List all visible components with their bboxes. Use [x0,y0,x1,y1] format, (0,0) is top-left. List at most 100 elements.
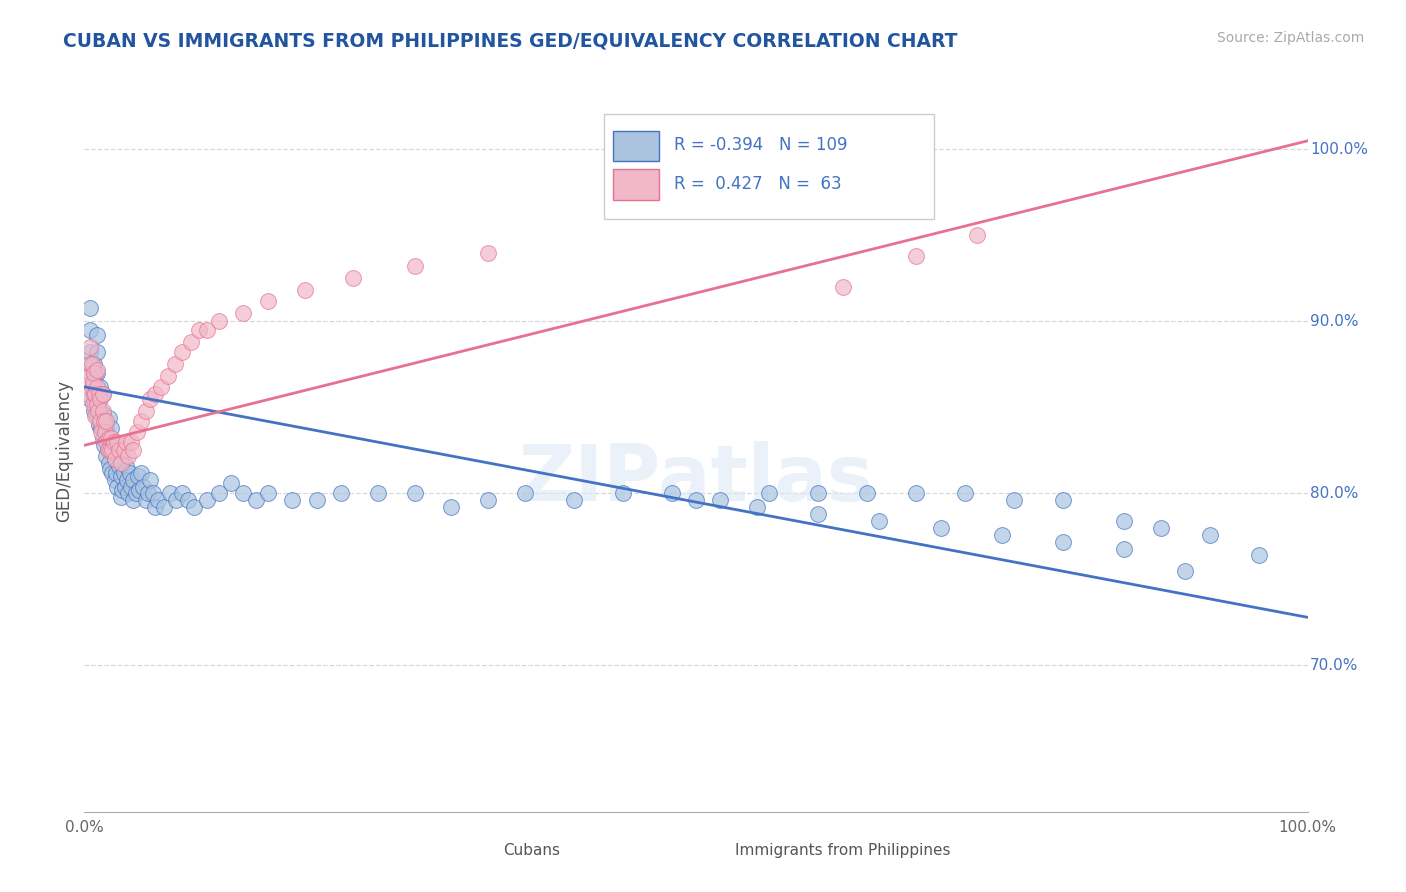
Point [163,358,186,372]
Point [101,443,124,458]
Point [342,271,364,285]
Point [305,493,328,508]
Text: 80.0%: 80.0% [1310,486,1358,501]
Point [180,334,202,349]
Bar [702,843,728,861]
Point [100,432,122,446]
Point [219,476,242,491]
Point [97,434,120,449]
Point [1052,534,1074,549]
Point [104,473,127,487]
Point [104,452,127,467]
Point [97,455,120,469]
Point [93,414,115,428]
Point [84,409,107,423]
Point [807,507,830,521]
Point [404,486,426,500]
Point [281,493,304,508]
Point [367,486,389,500]
Point [86,366,108,380]
Point [120,479,142,493]
Point [513,486,536,500]
Point [104,452,127,467]
Point [122,443,145,458]
Point [97,443,120,458]
Point [101,466,124,480]
Point [86,380,108,394]
Point [195,323,218,337]
Point [135,493,157,508]
Point [86,386,108,401]
Point [86,397,108,411]
Point [89,392,111,406]
Point [612,486,634,500]
Point [93,438,115,452]
Bar [470,843,496,861]
Point [112,466,135,480]
Point [115,458,138,473]
Bar [613,169,659,200]
Point [709,493,731,508]
Point [83,358,105,372]
Point [117,449,139,463]
Point [91,404,114,418]
Point [807,486,830,500]
Point [97,432,120,446]
Point [86,362,108,376]
Point [125,425,148,439]
Point [929,521,952,535]
Point [84,386,107,401]
Point [96,449,118,463]
Point [477,245,499,260]
Point [127,469,149,483]
Point [232,306,254,320]
Point [84,369,107,384]
Point [110,490,132,504]
Point [86,409,108,423]
Point [79,340,101,354]
Point [82,397,104,411]
Point [87,417,110,432]
Point [1150,521,1173,535]
Point [245,493,267,508]
Point [747,500,769,515]
Point [91,432,114,446]
Point [1198,527,1220,541]
Point [91,386,114,401]
Point [82,375,104,389]
Point [83,380,105,394]
Point [153,500,176,515]
Point [97,410,120,425]
Point [97,442,120,456]
Point [98,443,121,458]
Point [294,284,316,298]
Point [1114,541,1136,556]
Point [83,366,105,380]
Point [685,493,707,508]
Point [1002,493,1025,508]
Text: 100.0%: 100.0% [1310,142,1368,157]
Point [143,386,166,401]
Point [1174,564,1197,578]
Point [159,486,181,500]
Point [257,486,280,500]
Bar [613,131,659,161]
Point [79,366,101,380]
Point [661,486,683,500]
Point [208,314,231,328]
Point [330,486,353,500]
Point [1052,493,1074,508]
Point [125,486,148,500]
Point [139,392,162,406]
Point [966,228,988,243]
Point [195,493,218,508]
Point [79,345,101,359]
Point [135,404,157,418]
Point [114,479,136,493]
Point [103,434,125,449]
Point [79,323,101,337]
Point [991,527,1014,541]
Point [87,404,110,418]
Point [758,486,780,500]
Point [172,486,194,500]
